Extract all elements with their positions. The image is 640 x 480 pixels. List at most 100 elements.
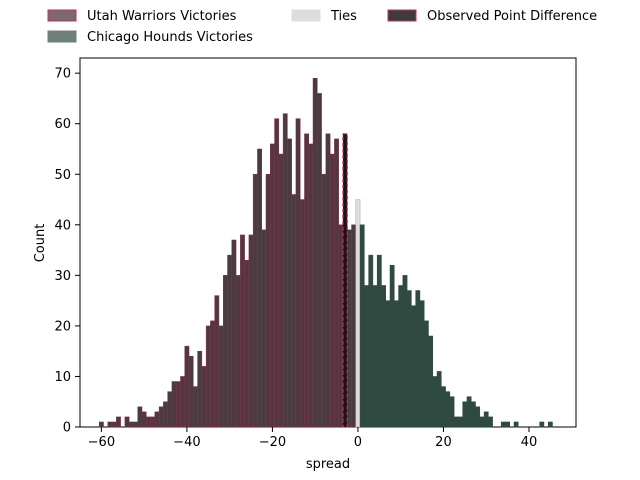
histogram-bar [308, 143, 314, 428]
histogram-bar [107, 421, 113, 428]
histogram-bar [150, 416, 156, 428]
histogram-bar [321, 174, 327, 428]
histogram-bar [394, 300, 399, 428]
histogram-bar [479, 416, 485, 428]
histogram-bar [411, 305, 416, 428]
y-tick-label: 60 [54, 117, 71, 132]
histogram-bar [257, 148, 262, 428]
histogram-bar [210, 320, 215, 428]
histogram-bar [158, 406, 164, 428]
y-tick-label: 50 [54, 168, 71, 183]
histogram-bar [184, 345, 190, 428]
histogram-bar [270, 143, 275, 428]
histogram-bar [171, 381, 177, 428]
histogram-bar [317, 93, 322, 428]
histogram-bar [368, 254, 374, 428]
observed-point-difference-bar [342, 133, 348, 428]
histogram-bar [406, 290, 412, 428]
histogram-bar [146, 416, 151, 428]
y-axis-title: Count [33, 224, 48, 263]
histogram-bar [193, 386, 198, 428]
y-tick-label: 70 [54, 67, 71, 82]
histogram-bar [346, 229, 352, 428]
histogram-bar [304, 133, 310, 428]
histogram-bar [180, 376, 186, 428]
histogram-bar [500, 421, 506, 428]
histogram-bar [248, 234, 254, 428]
histogram-bar [423, 320, 429, 428]
histogram-bar [445, 391, 451, 428]
histogram-bar [244, 259, 250, 428]
histogram-bar [488, 416, 493, 428]
histogram-bar [355, 199, 361, 428]
histogram-bar [205, 325, 211, 428]
histogram-bar [231, 239, 237, 428]
histogram-bar [133, 421, 138, 428]
histogram-bar [470, 401, 476, 428]
histogram-bar [252, 174, 258, 428]
histogram-bar [274, 118, 280, 428]
histogram-bar [218, 325, 224, 428]
legend-label-utah: Utah Warriors Victories [87, 9, 237, 24]
y-tick-label: 10 [54, 370, 71, 385]
histogram-bar [235, 275, 241, 428]
x-tick-label: −20 [259, 435, 286, 450]
legend-swatch-chicago [47, 30, 77, 43]
histogram-bar [98, 421, 104, 428]
histogram-bar [334, 138, 339, 428]
histogram-bar [505, 421, 510, 428]
histogram-bar [154, 411, 160, 428]
histogram-bar [287, 138, 292, 428]
histogram-bar [441, 386, 446, 428]
histogram-bar [188, 355, 194, 428]
histogram-bar [483, 411, 489, 428]
histogram-bar [415, 290, 421, 428]
y-axis: 0 10 20 30 40 50 60 70 [54, 67, 80, 436]
histogram-bar [398, 285, 404, 428]
histogram-bar [214, 295, 220, 428]
histogram-bar [419, 300, 425, 428]
histogram-bar [282, 113, 288, 428]
histogram-bar [475, 406, 481, 428]
histogram-bar [175, 381, 181, 428]
histogram-bar [201, 366, 207, 428]
histogram-bar [141, 411, 147, 428]
histogram-bar [137, 406, 143, 428]
histogram-bar [389, 265, 395, 428]
y-tick-label: 0 [63, 421, 71, 436]
x-tick-label: −60 [88, 435, 115, 450]
x-axis-title: spread [306, 457, 350, 472]
histogram-bar [197, 350, 203, 428]
histogram-bar [372, 285, 378, 428]
histogram-bar [351, 224, 357, 428]
histogram-bar [338, 224, 344, 428]
histogram-bar [299, 199, 305, 428]
y-tick-label: 30 [54, 269, 71, 284]
histogram-bar [432, 376, 438, 428]
histogram-bar [466, 396, 472, 428]
histogram-bar [462, 401, 468, 428]
histogram-bar [222, 275, 228, 428]
legend-swatch-ties [291, 9, 321, 22]
x-tick-label: −40 [173, 435, 200, 450]
histogram-bar [428, 335, 434, 428]
histogram-bar [295, 118, 301, 428]
histogram-bar [458, 416, 463, 428]
legend-swatch-utah [47, 9, 77, 22]
histogram-bar [449, 396, 455, 428]
histogram-bar [261, 229, 267, 428]
histogram-bar [359, 224, 365, 428]
histogram-bar [312, 77, 318, 428]
legend-swatch-observed [387, 9, 417, 22]
legend: Utah Warriors Victories Chicago Hounds Vi… [47, 9, 597, 45]
histogram-bar [278, 153, 284, 428]
x-axis: −60 −40 −20 0 20 40 [88, 427, 538, 450]
y-tick-label: 40 [54, 218, 71, 233]
histogram-bar [128, 421, 134, 428]
histogram-bar [291, 194, 297, 428]
histogram-bar [329, 153, 335, 428]
histogram-bar [385, 300, 391, 428]
histogram-bar [116, 416, 121, 428]
x-tick-label: 40 [521, 435, 538, 450]
histogram-bar [402, 275, 408, 428]
